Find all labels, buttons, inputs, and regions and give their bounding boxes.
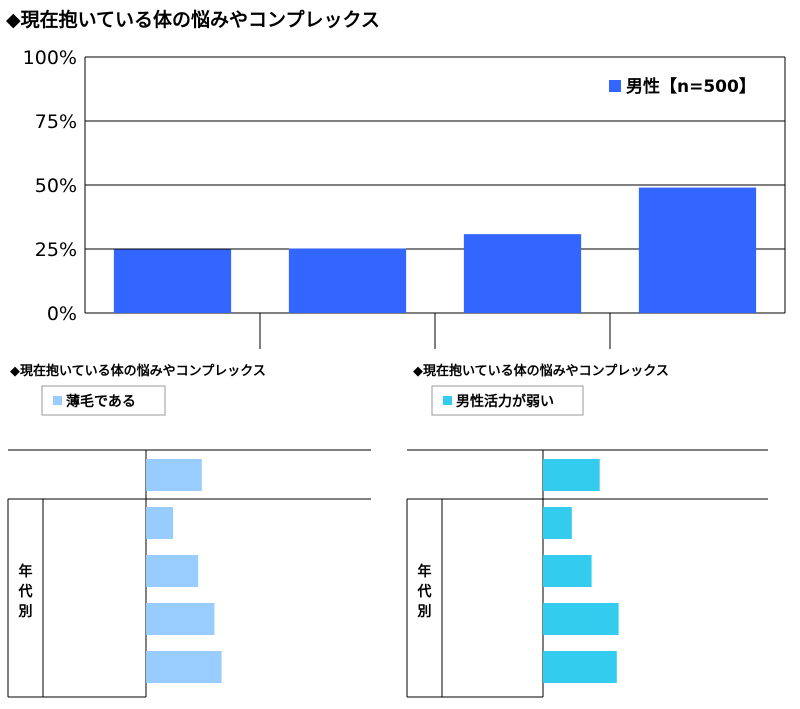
sub-group-label-char: 代 [417,583,432,600]
main-y-tick-label: 100% [23,47,77,69]
sub-bar [146,459,202,491]
sub-chart-left-plot: 年代別 [7,449,371,698]
sub-chart-right-legend-box [431,385,584,416]
main-y-tick-label: 75% [35,111,77,133]
sub-bar [146,651,222,683]
sub-bar [543,507,572,539]
sub-group-label-char: 別 [417,604,432,620]
main-y-tick-label: 50% [35,175,77,197]
main-bar [463,234,582,313]
sub-bar [146,603,215,635]
sub-chart-left-title: ◆現在抱いている体の悩みやコンプレックス [10,363,266,379]
sub-bar [543,603,619,635]
sub-chart-right-legend-swatch [443,396,452,405]
main-chart: ◆現在抱いている体の悩みやコンプレックス 0% 25% 50% 75% 100% 男性【… [6,8,786,349]
main-y-tick-label: 0% [47,303,77,325]
sub-chart-right: ◆現在抱いている体の悩みやコンプレックス 男性活力が弱い 年代別 [406,363,768,698]
main-y-ticks: 0% 25% 50% 75% 100% [23,47,77,325]
main-bar [638,187,757,313]
main-legend-label: 男性【n=500】 [626,76,756,97]
sub-group-label-char: 別 [18,604,33,620]
sub-bar [543,555,592,587]
sub-bar [146,555,199,587]
sub-chart-left: ◆現在抱いている体の悩みやコンプレックス 薄毛である 年代別 [7,363,371,698]
main-chart-title: ◆現在抱いている体の悩みやコンプレックス [6,8,380,31]
sub-group-label-char: 年 [19,563,33,580]
sub-chart-left-legend-label: 薄毛である [66,393,136,410]
main-bar [288,248,407,313]
sub-chart-right-title: ◆現在抱いている体の悩みやコンプレックス [413,363,669,379]
main-bars [113,187,757,313]
main-legend: 男性【n=500】 [609,76,756,97]
sub-bar [543,459,600,491]
main-bar [113,249,232,313]
sub-group-label-char: 代 [18,583,33,600]
main-y-tick-label: 25% [35,239,77,261]
sub-chart-left-legend-swatch [53,396,62,405]
main-category-labels [259,313,611,349]
sub-chart-right-plot: 年代別 [406,449,768,698]
main-legend-swatch [609,80,621,92]
sub-bar [146,507,173,539]
sub-group-label-char: 年 [418,563,432,580]
sub-chart-right-legend-label: 男性活力が弱い [456,393,554,410]
sub-bar [543,651,617,683]
sub-chart-left-legend-box [41,385,166,416]
